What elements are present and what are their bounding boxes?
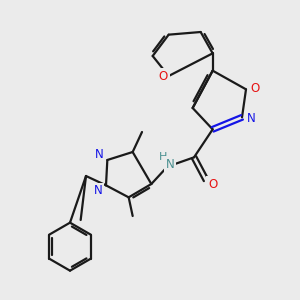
Text: O: O	[159, 70, 168, 83]
Text: O: O	[208, 178, 217, 190]
Text: H: H	[159, 152, 167, 162]
Text: N: N	[95, 148, 104, 161]
Text: N: N	[247, 112, 256, 125]
Text: N: N	[166, 158, 174, 170]
Text: O: O	[251, 82, 260, 94]
Text: N: N	[94, 184, 102, 197]
